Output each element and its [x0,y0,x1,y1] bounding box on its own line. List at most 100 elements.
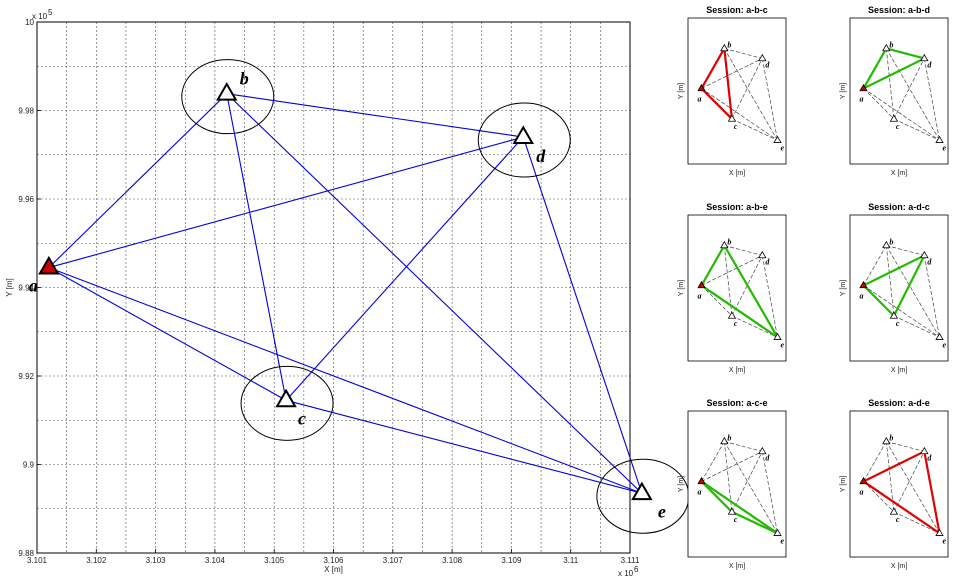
session-station-c [727,507,737,515]
network-edge-a-d [48,136,524,269]
session-station-e [935,332,944,340]
session-station-label-d: d [927,453,932,462]
session-edge-a-b [700,244,726,286]
session-station-b [720,43,729,52]
session-station-label-b: b [889,40,893,49]
session-edge-dashed [724,245,763,256]
session-edge-dashed [731,451,763,513]
session-edge-dashed [731,58,763,120]
session-edge-dashed [893,451,925,513]
session-station-b [720,436,729,445]
session-edge-dashed [863,88,940,141]
session-station-b [882,436,891,445]
session-station-d [920,446,929,455]
session-station-label-d: d [765,60,770,69]
session-edge-dashed [701,58,763,89]
y-tick-label: 9.92 [18,372,34,381]
session-station-label-b: b [889,237,893,246]
x-tick-label: 3.106 [323,556,344,565]
x-tick-label: 3.104 [205,556,226,565]
x-axis-label: X [m] [324,565,343,574]
session-title: Session: a-b-e [706,202,768,212]
session-station-label-b: b [889,433,893,442]
session-station-label-d: d [927,257,932,266]
session-station-b [720,240,729,249]
network-edge-a-b [48,93,228,268]
session-station-label-e: e [781,340,785,349]
session-edge-e-a [862,480,941,535]
x-multiplier: x 10 [618,569,634,578]
station-marker-c [275,388,297,408]
y-tick-label: 9.9 [23,461,35,470]
session-edge-dashed [863,285,940,338]
x-tick-label: 3.108 [442,556,463,565]
session-edge-d-c [892,254,926,317]
station-marker-e [631,481,653,501]
x-tick-label: 3.103 [146,556,167,565]
station-label-c: c [298,408,306,428]
session-station-label-e: e [943,340,947,349]
session-x-label: X [m] [891,563,907,570]
session-station-label-c: c [734,122,738,131]
station-label-b: b [240,69,249,89]
error-ellipse-b [181,59,275,135]
station-marker-d [512,125,534,144]
station-label-d: d [536,146,546,166]
session-edge-dashed [886,441,925,452]
network-edge-b-c [226,93,287,401]
session-edge-dashed [893,315,940,338]
session-station-a [697,83,706,92]
session-edge-b-d [886,47,925,60]
session-edge-dashed [701,88,778,141]
session-station-d [758,250,767,259]
session-title: Session: a-d-c [868,202,930,212]
session-station-label-b: b [727,237,731,246]
x-multiplier-exponent: 6 [634,565,639,574]
session-edge-dashed [863,88,895,120]
session-station-label-a: a [860,487,864,496]
session-y-label: Y [m] [678,83,685,99]
session-edge-d-a [863,57,925,90]
session-station-a [697,280,706,289]
x-tick-label: 3.101 [27,556,48,565]
session-edge-b-c [723,48,734,120]
x-tick-label: 3.102 [86,556,107,565]
session-station-label-c: c [896,515,900,524]
network-edge-b-d [226,93,524,138]
session-station-a [859,83,868,92]
session-station-label-c: c [896,319,900,328]
session-edge-dashed [893,511,940,534]
session-edge-dashed [724,48,763,59]
network-edge-d-e [522,136,643,494]
error-ellipse-d [477,102,571,178]
x-tick-label: 3.109 [501,556,522,565]
station-marker-a [38,255,60,275]
session-edge-a-d [863,254,925,287]
session-edge-e-a [700,284,779,339]
session-station-label-e: e [781,536,785,545]
network-edge-c-e [285,399,642,494]
session-station-label-c: c [734,515,738,524]
station-label-a: a [29,276,38,296]
session-station-c [727,114,737,122]
session-y-label: Y [m] [840,83,847,99]
session-edge-dashed [724,441,763,452]
session-y-label: Y [m] [678,280,685,296]
session-station-label-c: c [896,122,900,131]
session-edge-dashed [761,255,778,338]
y-axis-label: Y [m] [5,278,14,297]
session-station-d [920,53,929,62]
y-multiplier: x 10 [32,12,48,21]
station-label-e: e [658,501,666,521]
session-x-label: X [m] [729,563,745,570]
session-station-a [697,476,706,485]
session-station-d [758,446,767,455]
session-edge-dashed [701,441,725,482]
session-edge-dashed [701,451,763,482]
session-x-label: X [m] [891,170,907,177]
session-station-label-c: c [734,319,738,328]
session-edge-dashed [893,118,940,141]
session-station-label-e: e [943,536,947,545]
network-edge-c-d [285,136,524,401]
